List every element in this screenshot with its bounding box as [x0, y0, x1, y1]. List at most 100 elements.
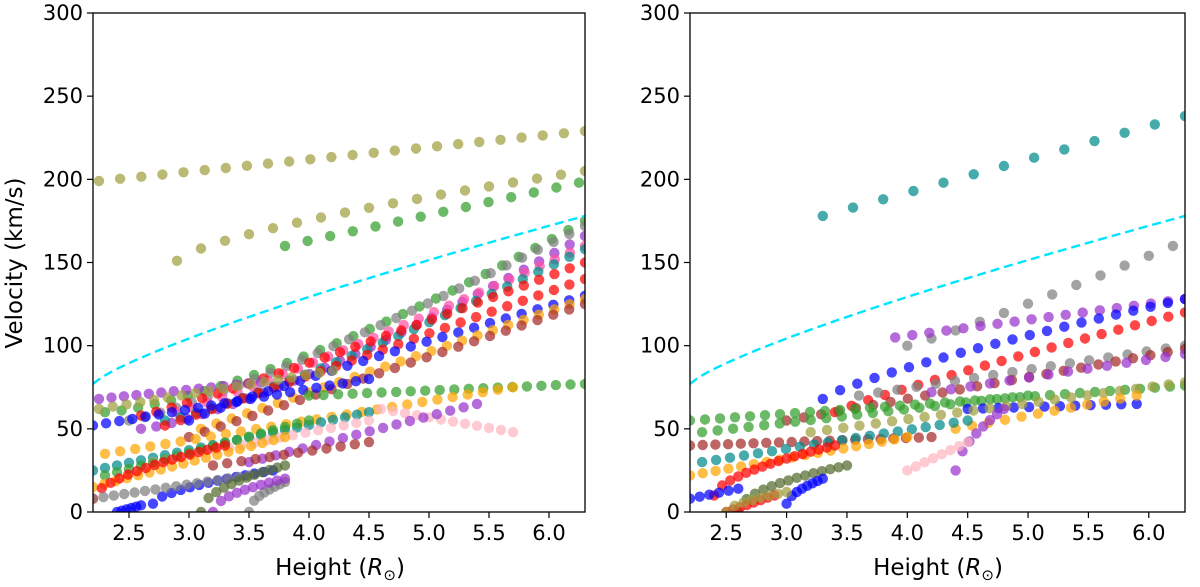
right-series-4-point: [1029, 346, 1041, 358]
left-series-20-point: [93, 465, 99, 476]
left-series-7-point: [579, 244, 585, 255]
right-series-14-point: [710, 454, 722, 466]
right-x-ticks: 2.5 3.0 3.5 4.0 4.5 5.0 5.5 6.0: [710, 512, 1165, 545]
left-series-14-point: [206, 400, 217, 411]
right-series-1-point: [1047, 289, 1058, 300]
right-series-17-point: [774, 477, 786, 489]
left-series-4-point: [375, 320, 386, 331]
left-series-25-point: [96, 483, 108, 494]
left-series-16-point: [550, 379, 562, 391]
right-series-3-point: [972, 343, 984, 354]
left-series-17-point: [507, 382, 519, 393]
right-series-2-point: [941, 325, 952, 336]
left-series-22-point: [278, 449, 290, 460]
left-series-27-point: [139, 485, 151, 497]
left-series-8-point: [472, 297, 483, 308]
right-series-19-point: [928, 453, 939, 464]
left-series-14-point: [192, 402, 204, 413]
left-series-24-point: [257, 437, 268, 449]
left-series-2-point: [460, 201, 472, 213]
left-series-4-point: [422, 298, 433, 309]
left-series-16-point: [376, 387, 387, 398]
left-series-8-point: [334, 347, 346, 358]
left-series-27-point: [212, 474, 223, 486]
right-series-2-point: [992, 318, 1003, 329]
right-series-14-point: [962, 415, 973, 426]
right-series-8-point: [699, 414, 711, 425]
left-series-21-point: [313, 425, 324, 436]
left-series-0-point: [93, 175, 105, 187]
left-series-25-point: [175, 451, 187, 463]
left-series-15-point: [314, 367, 325, 379]
right-series-7-point: [1101, 360, 1113, 371]
left-y-tick-label: 250: [43, 84, 83, 108]
left-y-axis-label: Velocity (km/s): [2, 178, 28, 349]
left-series-27-point: [160, 482, 171, 493]
right-series-3-point: [1024, 329, 1036, 341]
right-series-2-point: [1060, 309, 1071, 320]
left-series-4-point: [343, 334, 355, 345]
right-series-15-point: [863, 438, 875, 450]
right-series-0-point: [1059, 144, 1070, 155]
right-series-4-point: [1179, 307, 1185, 318]
left-series-12-point: [437, 346, 448, 358]
right-series-14-point: [920, 421, 931, 433]
right-series-5-point: [949, 375, 961, 387]
right-series-21-point: [781, 498, 792, 509]
right-series-12-point: [1065, 402, 1077, 413]
left-series-12-point: [468, 336, 480, 347]
left-series-24-point: [279, 431, 291, 443]
right-series-7-point: [1140, 354, 1152, 366]
right-series-11-point: [838, 422, 849, 433]
left-series-9-point: [548, 284, 560, 296]
left-series-9-point: [455, 317, 466, 328]
right-y-tick-label: 0: [667, 500, 680, 524]
left-series-13-point: [93, 393, 105, 405]
right-series-16-point: [829, 440, 841, 451]
left-series-8-point: [288, 362, 300, 374]
left-series-12-point: [564, 304, 575, 315]
left-series-24-point: [268, 434, 279, 446]
left-series-12-point: [453, 341, 464, 352]
left-series-12-point: [421, 352, 432, 363]
right-series-18-point: [978, 421, 989, 432]
right-series-3-point: [990, 338, 1001, 349]
left-series-8-point: [442, 308, 453, 319]
left-series-4-point: [328, 341, 339, 352]
right-series-8-point: [714, 413, 726, 424]
left-y-tick-label: 0: [70, 500, 83, 524]
right-series-3-point: [1110, 309, 1122, 320]
right-series-11-point: [1114, 385, 1126, 397]
right-series-20-point: [690, 493, 696, 504]
left-series-4-point: [469, 275, 481, 286]
right-x-tick-label: 6.0: [1132, 521, 1165, 545]
left-series-1-point: [483, 181, 495, 192]
left-series-0-point: [495, 134, 506, 145]
left-series-15-point: [107, 401, 119, 412]
left-series-14-point: [324, 380, 335, 391]
right-series-17-point: [766, 481, 777, 492]
left-y-tick-label: 200: [43, 167, 83, 191]
left-series-17-point: [145, 441, 156, 452]
left-series-0-point: [537, 130, 548, 141]
left-series-4-point: [516, 252, 528, 263]
right-x-tick-label: 5.5: [1072, 521, 1105, 545]
left-series-27-point: [171, 481, 182, 492]
right-series-19-point: [910, 461, 922, 472]
left-series-2-point: [483, 196, 494, 208]
left-series-9-point: [424, 328, 435, 339]
right-y-tick-label: 50: [653, 417, 680, 441]
left-series-1-point: [435, 189, 447, 200]
left-series-2-point: [573, 177, 585, 188]
right-series-11-point: [968, 405, 979, 416]
left-series-2-point: [370, 221, 381, 232]
left-series-25-point: [219, 440, 231, 451]
left-series-25-point: [131, 466, 143, 477]
left-reference-curve: [93, 214, 585, 385]
right-series-3-point: [1041, 325, 1053, 337]
left-x-tick-label: 4.5: [352, 521, 385, 545]
right-series-2-point: [1026, 314, 1037, 325]
right-series-3-point: [869, 372, 880, 384]
left-series-22-point: [207, 460, 219, 471]
left-panel: 2.5 3.0 3.5 4.0 4.5 5.0 5.5 6.0 0 50 100 150 200 250…: [2, 1, 586, 584]
